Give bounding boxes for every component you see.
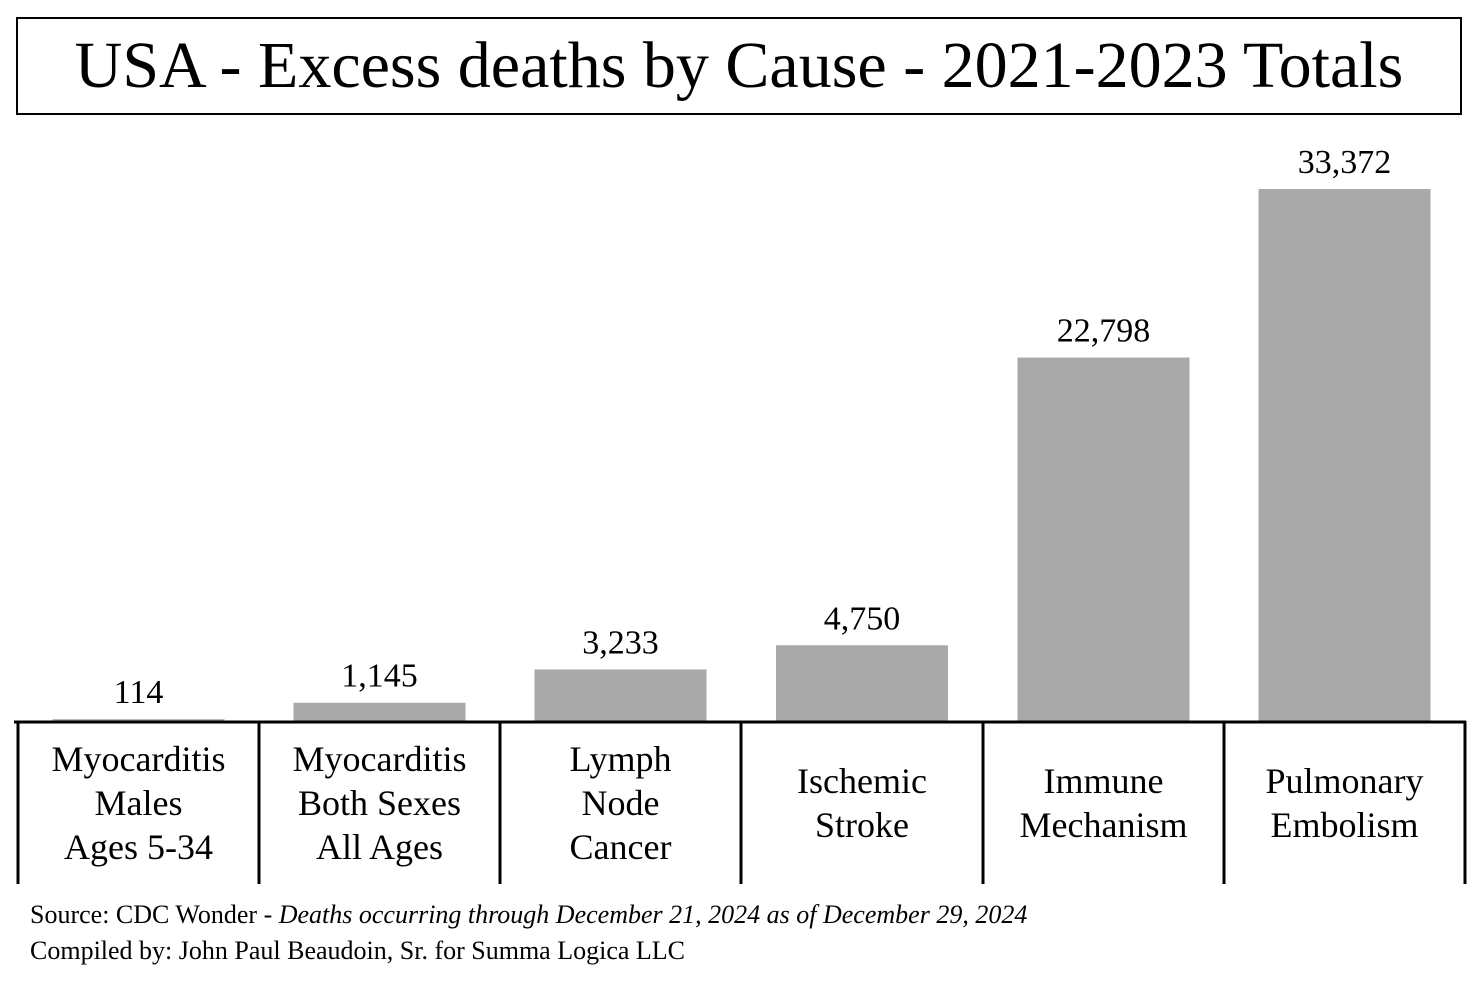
category-label-1: Myocarditis Males Ages 5-34	[18, 722, 259, 884]
compiled-by-note: Compiled by: John Paul Beaudoin, Sr. for…	[30, 936, 686, 965]
category-label-3: Lymph Node Cancer	[500, 722, 741, 884]
category-label-line: Ischemic	[797, 761, 927, 801]
category-label-line: Stroke	[815, 805, 909, 845]
category-label-2: Myocarditis Both Sexes All Ages	[259, 722, 500, 884]
chart-title: USA - Excess deaths by Cause - 2021-2023…	[16, 17, 1462, 115]
source-prefix: Source: CDC Wonder -	[30, 900, 279, 929]
bar-2	[293, 702, 466, 721]
category-label-line: Lymph	[569, 739, 672, 779]
category-label-line: Node	[581, 783, 660, 823]
category-label-line: Pulmonary	[1265, 761, 1424, 801]
bar-6	[1258, 189, 1431, 721]
category-label-line: Males	[94, 783, 183, 823]
category-label-line: Both Sexes	[297, 783, 461, 823]
value-label-3: 3,233	[582, 624, 659, 661]
value-label-1: 114	[114, 674, 164, 711]
category-label-line: Ages 5-34	[64, 827, 213, 867]
bar-3	[534, 669, 707, 721]
bar-5	[1017, 357, 1190, 721]
category-label-line: Cancer	[569, 827, 672, 867]
bar-4	[776, 645, 948, 721]
value-label-6: 33,372	[1298, 144, 1392, 181]
category-label-line: All Ages	[315, 827, 443, 867]
category-label-line: Embolism	[1270, 805, 1419, 845]
source-detail: Deaths occurring through December 21, 20…	[278, 900, 1028, 929]
category-label-4: Ischemic Stroke	[741, 722, 983, 884]
value-label-4: 4,750	[824, 600, 901, 637]
category-label-line: Mechanism	[1019, 805, 1188, 845]
category-label-5: Immune Mechanism	[983, 722, 1224, 884]
bar-1	[52, 719, 225, 721]
category-label-6: Pulmonary Embolism	[1224, 722, 1465, 884]
category-label-line: Immune	[1043, 761, 1164, 801]
category-label-line: Myocarditis	[51, 739, 226, 779]
value-label-2: 1,145	[341, 658, 418, 695]
source-note: Source: CDC Wonder - Deaths occurring th…	[30, 897, 1027, 933]
chart-footer: Source: CDC Wonder - Deaths occurring th…	[30, 897, 1027, 969]
value-label-5: 22,798	[1057, 313, 1151, 350]
category-label-line: Myocarditis	[292, 739, 467, 779]
